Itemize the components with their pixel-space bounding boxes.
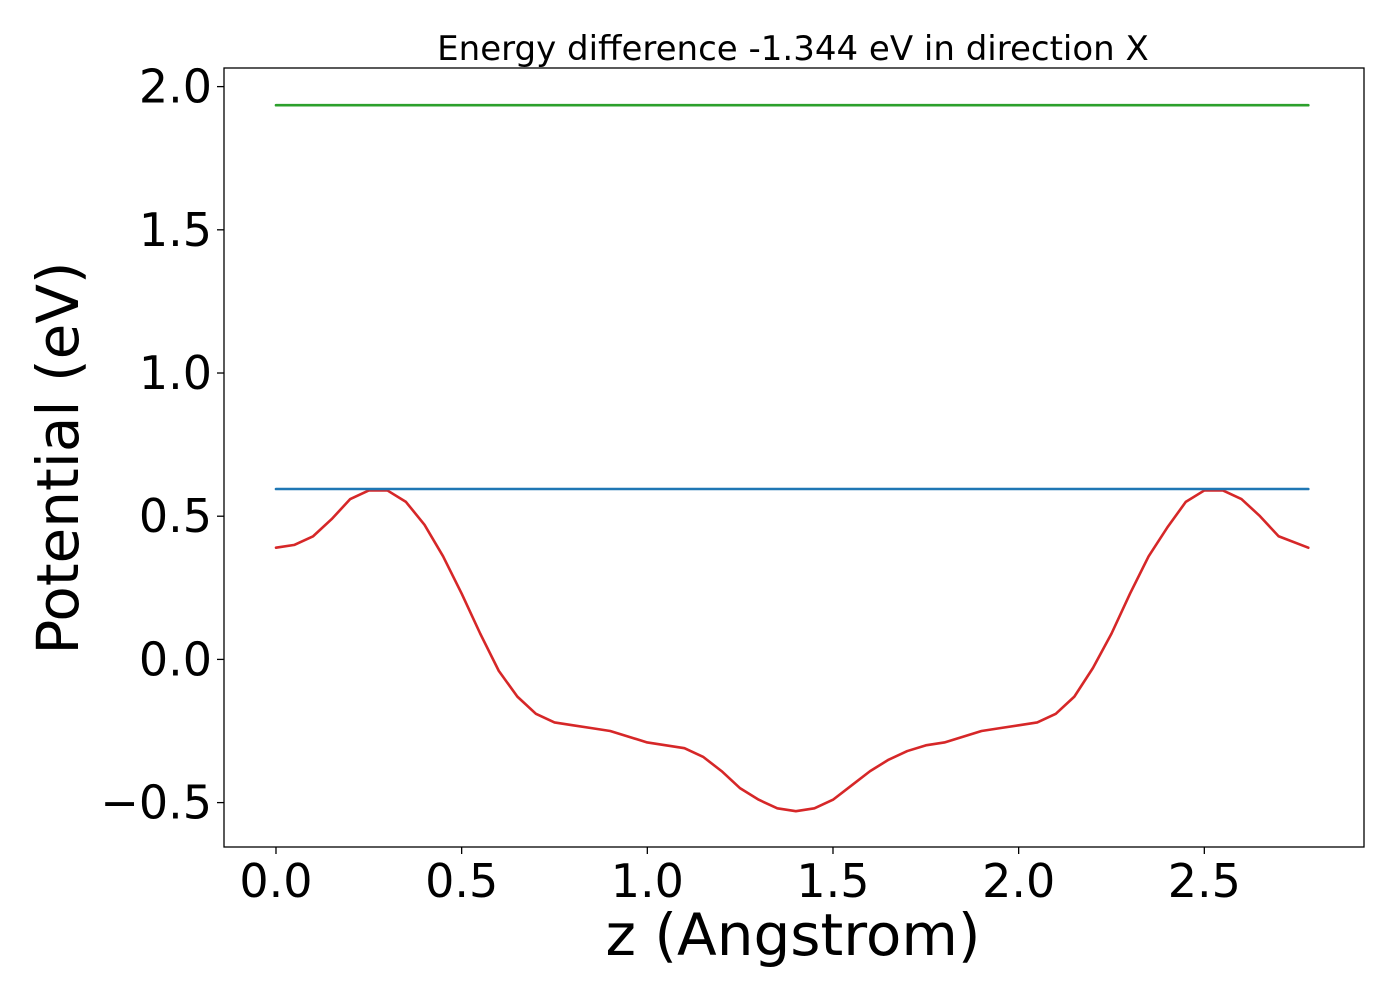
y-tick-label: 0.5 <box>139 489 212 543</box>
y-tick-label: 0.0 <box>139 632 212 686</box>
y-tick-label: 1.5 <box>139 203 212 257</box>
y-tick-label: 2.0 <box>139 60 212 114</box>
x-tick-label: 2.5 <box>1168 854 1241 908</box>
x-axis: 0.0 0.5 1.0 1.5 2.0 2.5 <box>239 847 1241 908</box>
x-axis-label: z (Angstrom) <box>606 901 981 969</box>
series-layer <box>274 103 1310 813</box>
y-tick-label: 1.0 <box>139 346 212 400</box>
plot-area <box>223 67 1365 848</box>
potential-curve-red <box>274 489 1310 813</box>
y-axis-label: Potential (eV) <box>24 261 92 654</box>
x-tick-label: 1.0 <box>611 854 684 908</box>
x-tick-label: 0.5 <box>425 854 498 908</box>
chart-title: Energy difference -1.344 eV in direction… <box>437 29 1149 69</box>
x-tick-label: 2.0 <box>982 854 1055 908</box>
y-axis: −0.5 0.0 0.5 1.0 1.5 2.0 <box>100 60 224 830</box>
x-tick-label: 0.0 <box>239 854 312 908</box>
x-tick-label: 1.5 <box>796 854 869 908</box>
y-tick-label: −0.5 <box>100 776 212 830</box>
plot-frame <box>223 67 1365 848</box>
